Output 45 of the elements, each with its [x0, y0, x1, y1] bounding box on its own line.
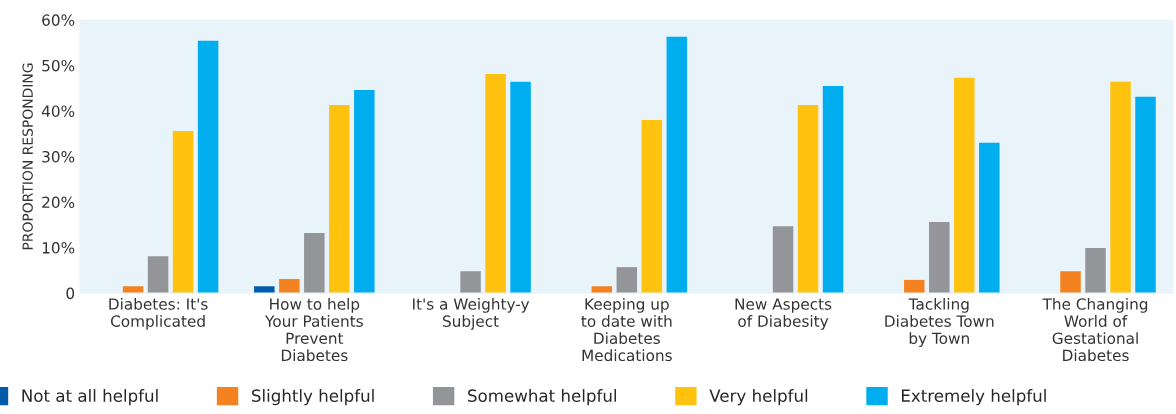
bar — [929, 222, 950, 294]
bar — [279, 278, 300, 294]
x-tick-label: Tackling Diabetes Town by Town — [885, 297, 994, 347]
legend-label: Not at all helpful — [22, 389, 158, 406]
bar — [904, 279, 925, 294]
bar — [197, 40, 219, 294]
x-tick-label: Diabetes: It's Complicated — [109, 297, 208, 330]
x-tick-label: Keeping up to date with Diabetes Medications — [581, 297, 672, 362]
bar — [172, 130, 194, 294]
x-tick-label: It's a Weighty-y Subject — [413, 297, 530, 330]
bar — [1110, 81, 1131, 294]
bar — [772, 226, 794, 294]
y-tick-label: 60% — [42, 14, 75, 26]
bar — [460, 271, 481, 294]
bar — [485, 74, 506, 294]
legend-label: Very helpful — [709, 389, 808, 406]
legend-label: Extremely helpful — [901, 389, 1046, 406]
x-tick-label: How to help Your Patients Prevent Diabetes — [264, 297, 363, 362]
y-tick-label: 10% — [42, 242, 75, 254]
bar — [354, 90, 375, 294]
bar — [616, 267, 638, 294]
bar — [822, 85, 844, 294]
bar — [954, 77, 975, 294]
bar — [510, 81, 531, 294]
y-tick-label: 30% — [42, 150, 75, 163]
x-tick-label: New Aspects of Diabesity — [735, 298, 832, 330]
y-tick-label: 40% — [41, 105, 75, 117]
bar — [1135, 96, 1156, 294]
bar — [979, 142, 1000, 294]
bar — [666, 36, 688, 294]
bar — [1060, 271, 1081, 294]
legend-label: Slightly helpful — [251, 389, 374, 406]
bar — [304, 233, 325, 294]
legend-label: Somewhat helpful — [468, 389, 616, 406]
y-axis-title: PROPORTION RESPONDING — [22, 63, 33, 250]
y-tick-label: 20% — [42, 196, 75, 209]
bar — [147, 256, 169, 294]
bar — [797, 105, 819, 294]
y-tick-label: 0 — [66, 287, 75, 300]
x-tick-label: The Changing World of Gestational Diabetes — [1042, 297, 1148, 362]
bar — [254, 286, 275, 294]
bar — [329, 105, 350, 294]
bar — [641, 120, 663, 294]
bar — [1085, 248, 1106, 294]
y-tick-label: 50% — [42, 59, 75, 72]
